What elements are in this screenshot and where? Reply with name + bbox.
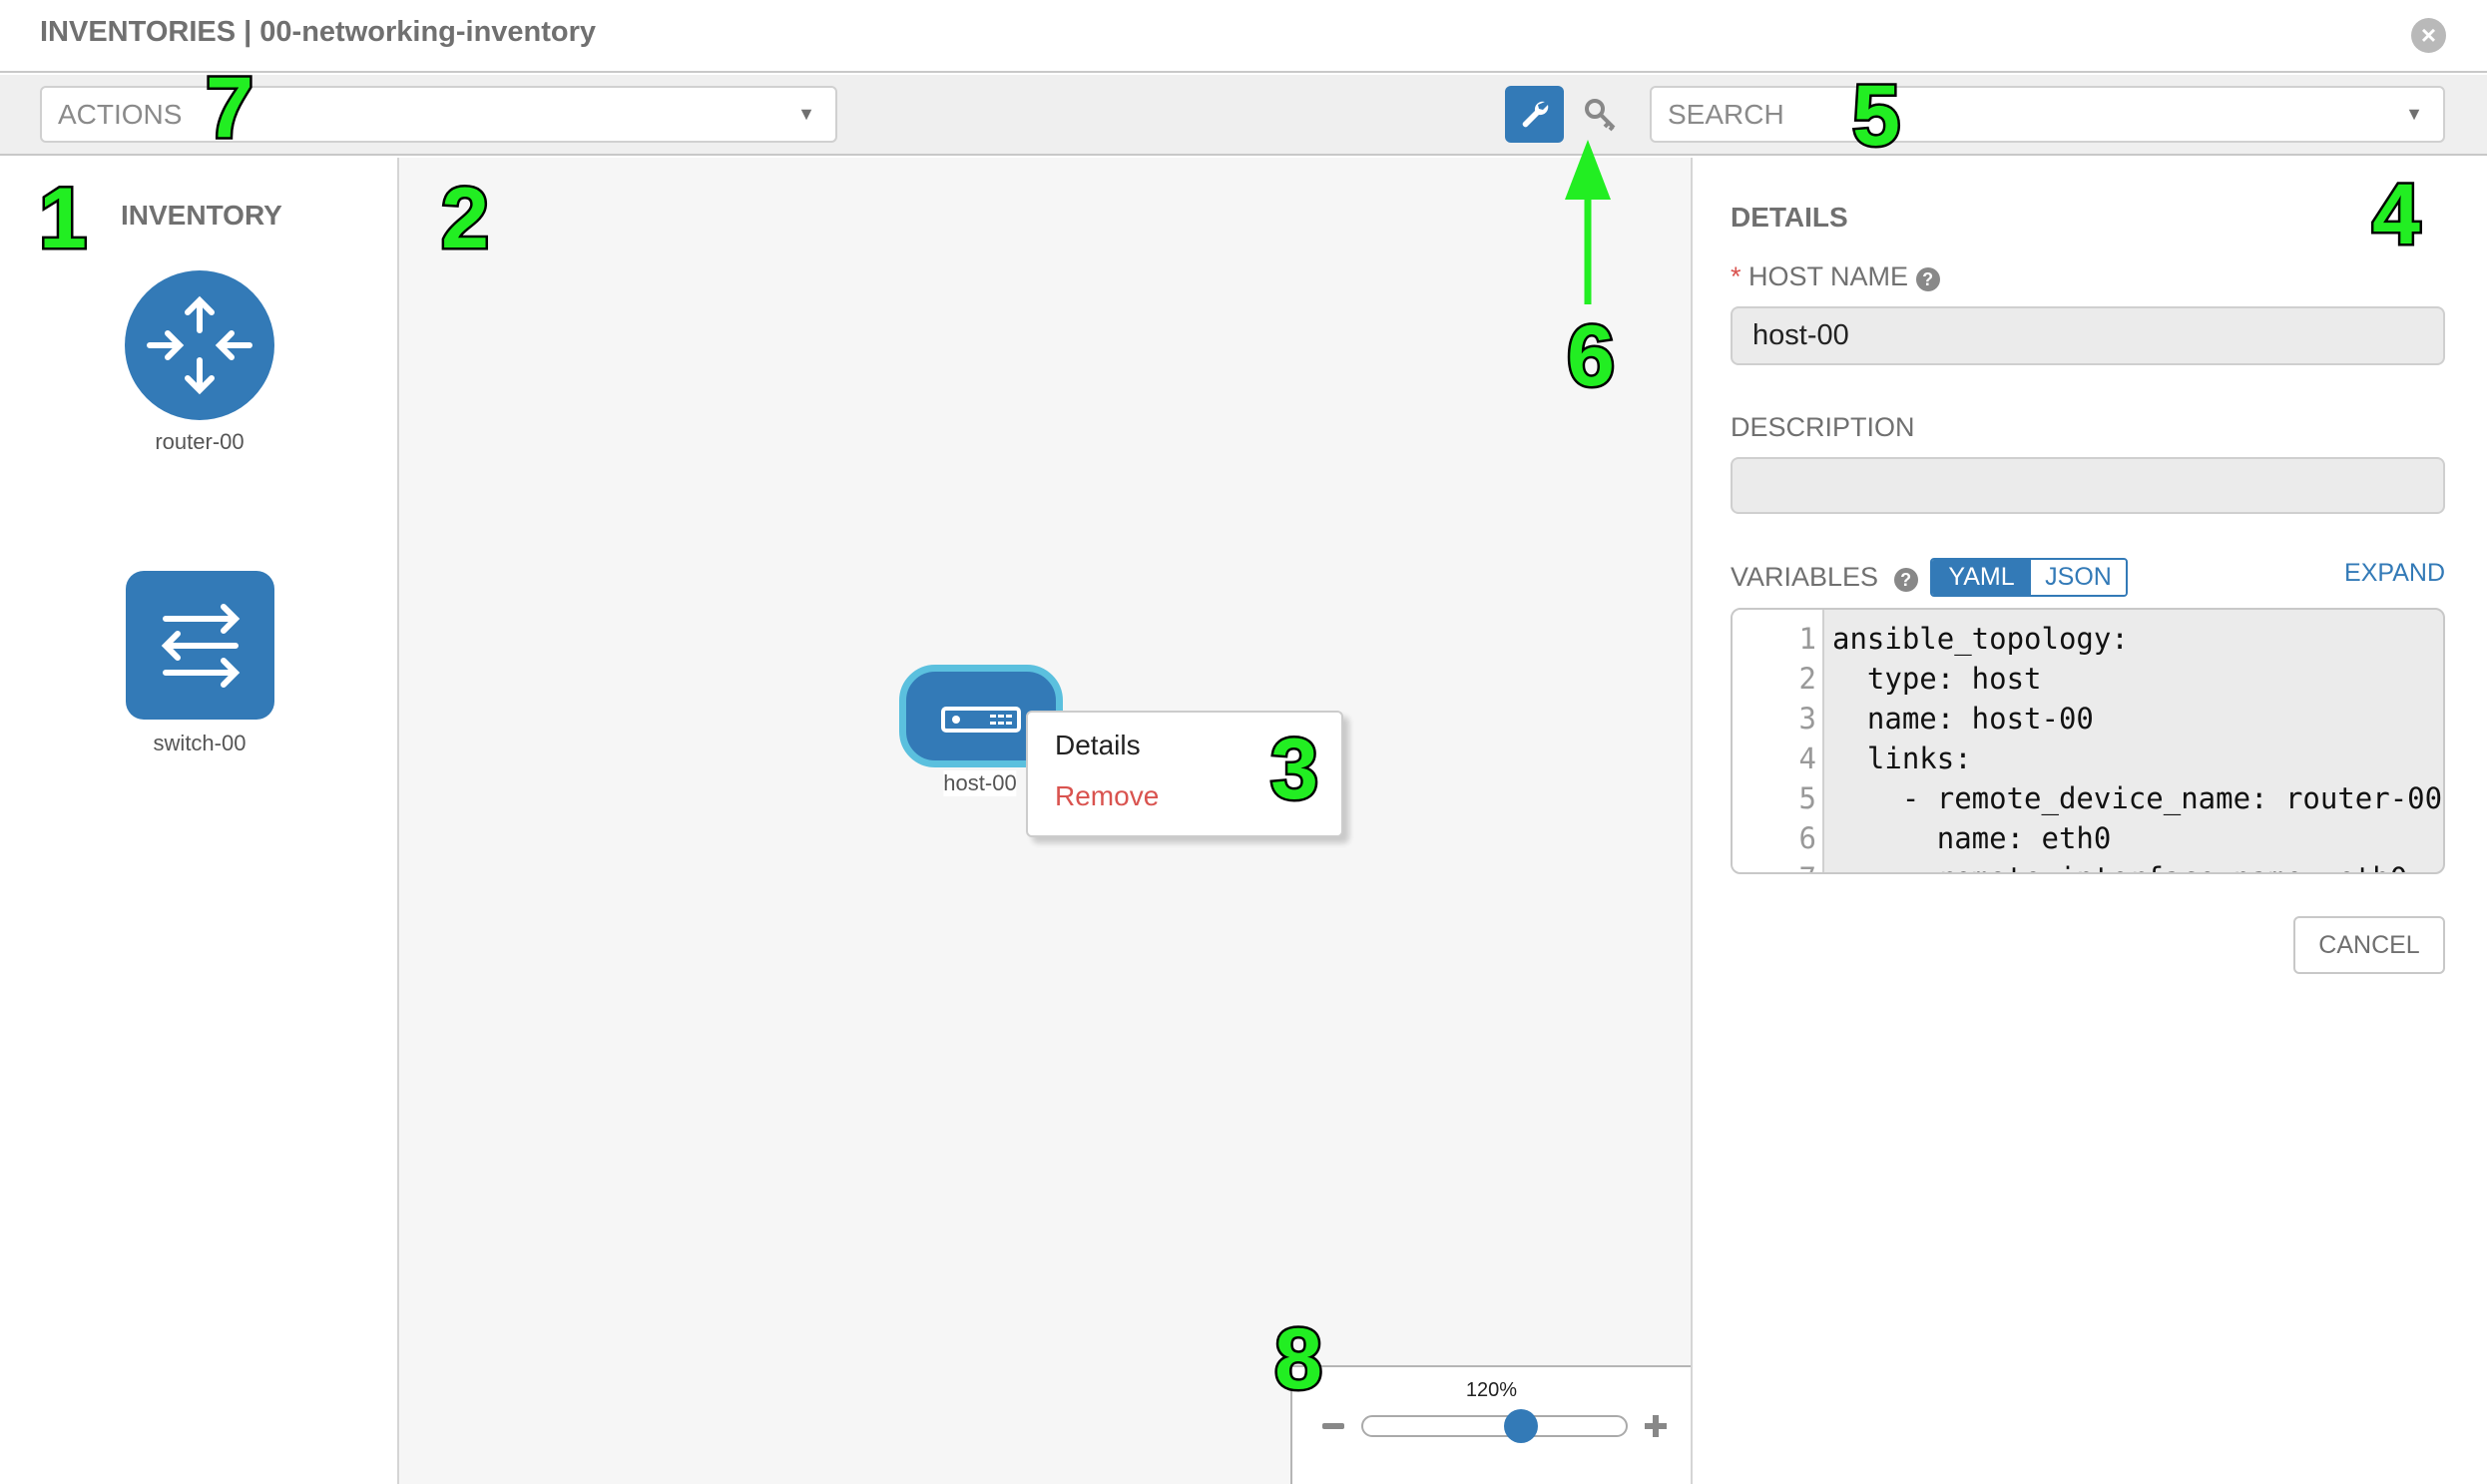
context-menu: Details Remove	[1026, 711, 1343, 837]
title-bar: INVENTORIES | 00-networking-inventory ×	[0, 0, 2487, 73]
key-mode-button[interactable]	[1582, 96, 1622, 136]
switch-label: switch-00	[153, 731, 247, 755]
expand-link[interactable]: EXPAND	[2344, 559, 2445, 587]
required-mark: *	[1731, 261, 1741, 291]
annotation-number: 3	[1268, 722, 1321, 817]
search-dropdown[interactable]: SEARCH ▼	[1650, 86, 2445, 143]
zoom-level: 120%	[1465, 1379, 1518, 1401]
code-line: type: host	[1832, 662, 2042, 696]
code-line: ansible_topology:	[1832, 622, 2129, 656]
annotation-number: 5	[1850, 68, 1903, 164]
variables-label-text: VARIABLES	[1731, 562, 1879, 592]
annotation-number: 4	[2370, 167, 2423, 262]
code-line: name: host-00	[1832, 702, 2094, 736]
code-line: remote_interface_name: eth0	[1832, 861, 2407, 872]
inventory-panel: INVENTORY router-00 switch-00	[0, 158, 399, 1484]
line-gutter	[1733, 610, 1824, 872]
host-name-label-text: HOST NAME	[1748, 261, 1909, 291]
yaml-toggle[interactable]: YAML	[1932, 560, 2031, 595]
annotation-number: 8	[1272, 1311, 1325, 1407]
actions-dropdown[interactable]: ACTIONS ▼	[40, 86, 837, 143]
actions-placeholder: ACTIONS	[58, 99, 183, 130]
zoom-out-icon[interactable]	[1322, 1423, 1344, 1429]
help-icon[interactable]: ?	[1915, 267, 1940, 291]
cancel-button[interactable]: CANCEL	[2293, 916, 2445, 974]
annotation-arrow	[1565, 140, 1611, 304]
host-server-icon	[941, 707, 1021, 733]
code-line: links:	[1832, 742, 1972, 775]
line-number: 1	[1798, 622, 1816, 656]
host-name-label: * HOST NAME ?	[1731, 261, 1940, 292]
description-input[interactable]	[1731, 457, 2445, 514]
inventory-title: INVENTORY	[121, 200, 282, 231]
menu-item-details[interactable]: Details	[1055, 730, 1141, 760]
zoom-in-icon[interactable]	[1645, 1415, 1667, 1437]
code-line: name: eth0	[1832, 821, 2112, 855]
variables-label: VARIABLES ?	[1731, 562, 1918, 593]
switch-icon	[161, 604, 241, 688]
router-label: router-00	[155, 429, 245, 454]
chevron-down-icon: ▼	[797, 104, 815, 124]
line-number: 7	[1733, 861, 1816, 872]
wrench-icon	[1522, 101, 1549, 128]
details-title: DETAILS	[1731, 202, 1848, 233]
zoom-slider-thumb[interactable]	[1504, 1409, 1538, 1443]
router-icon	[147, 295, 252, 395]
wrench-mode-button[interactable]	[1505, 86, 1564, 143]
line-number: 3	[1798, 702, 1816, 736]
annotation-number: 1	[37, 171, 90, 266]
line-number: 2	[1798, 662, 1816, 696]
host-label: host-00	[943, 770, 1017, 796]
menu-item-remove[interactable]: Remove	[1055, 780, 1160, 811]
variables-editor[interactable]: 1 ansible_topology: 2 type: host 3 name: ho…	[1731, 608, 2445, 874]
json-toggle[interactable]: JSON	[2031, 560, 2126, 595]
search-placeholder: SEARCH	[1668, 99, 1784, 130]
page-title: INVENTORIES | 00-networking-inventory	[40, 16, 597, 48]
annotation-number: 2	[439, 171, 492, 266]
inventory-item-switch[interactable]	[126, 571, 274, 720]
zoom-slider-track[interactable]	[1361, 1415, 1628, 1437]
help-icon[interactable]: ?	[1893, 568, 1918, 592]
line-number: 5	[1798, 781, 1816, 815]
chevron-down-icon: ▼	[2405, 104, 2423, 124]
close-icon[interactable]: ×	[2411, 18, 2446, 53]
key-icon	[1585, 99, 1616, 132]
zoom-control: 120%	[1290, 1365, 1691, 1484]
annotation-number: 6	[1565, 308, 1618, 404]
host-name-input[interactable]: host-00	[1731, 306, 2445, 365]
inventory-item-router[interactable]	[125, 270, 274, 420]
annotation-number: 7	[204, 60, 256, 156]
format-toggle: YAML JSON	[1930, 558, 2128, 597]
line-number: 6	[1798, 821, 1816, 855]
line-number: 4	[1798, 742, 1816, 775]
description-label: DESCRIPTION	[1731, 412, 1915, 442]
code-line: - remote_device_name: router-00	[1832, 781, 2443, 815]
